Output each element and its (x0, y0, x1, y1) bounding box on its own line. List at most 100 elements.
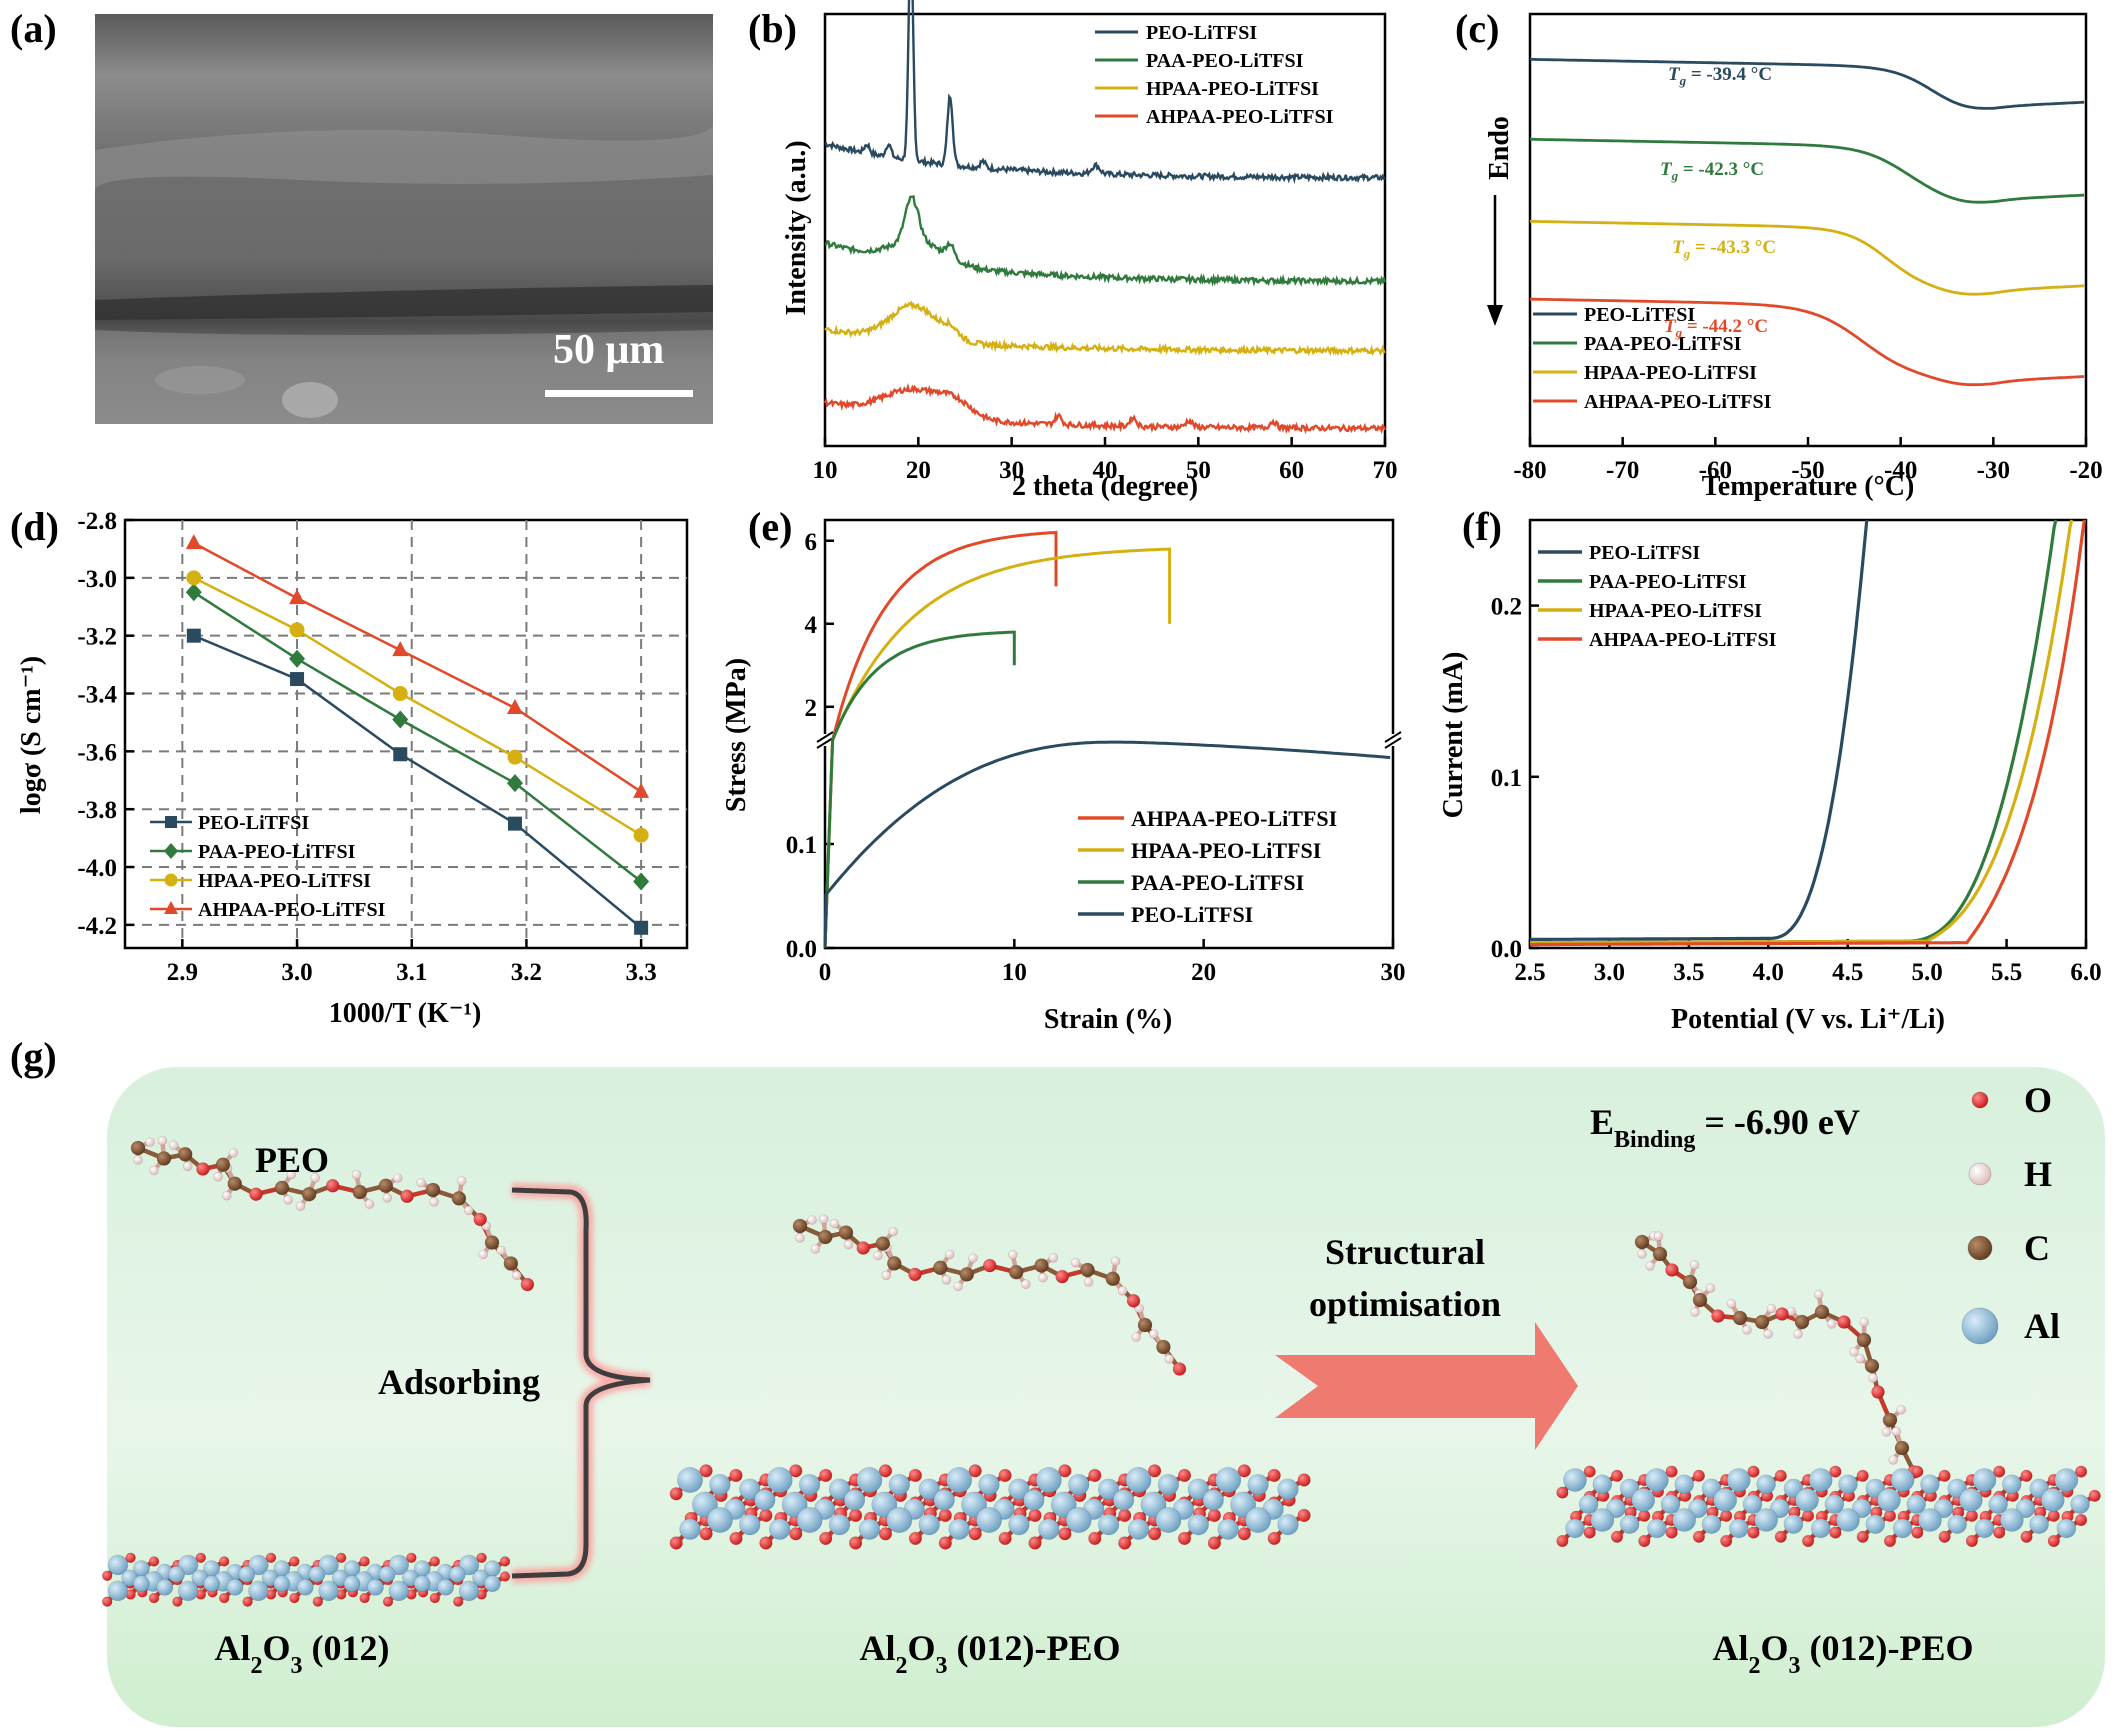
atom-o (1774, 1530, 1787, 1543)
atom-o (1837, 1315, 1851, 1329)
atom-al (1068, 1473, 1090, 1496)
atom-al (978, 1473, 1000, 1496)
panel-c-ticks: -80 -70 -60 -50 -40 -30 -20 (1513, 437, 2103, 484)
atom-al (1647, 1518, 1667, 1539)
y-tick-label: -2.8 (77, 508, 117, 535)
atom-c (959, 1267, 975, 1282)
atom-o (1556, 1534, 1569, 1548)
atom-o (848, 1536, 863, 1550)
atom-h (829, 1218, 840, 1229)
atom-o (1028, 1536, 1042, 1550)
atom-al (1215, 1467, 1242, 1493)
atom-h (1645, 1261, 1655, 1271)
legend-label: AHPAA-PEO-LiTFSI (1589, 629, 1777, 651)
atom-c (1754, 1314, 1770, 1330)
legend-label: PAA-PEO-LiTFSI (1146, 50, 1304, 72)
atom-c (1794, 1314, 1810, 1330)
atom-h (157, 1135, 168, 1146)
atom-o (819, 1468, 833, 1483)
atom-o (1088, 1468, 1102, 1483)
atom-o (878, 1527, 893, 1541)
atom-al (226, 1578, 244, 1596)
atom-h (818, 1214, 829, 1224)
legend-label: HPAA-PEO-LiTFSI (1146, 78, 1319, 100)
atom-legend-h-icon (1968, 1162, 1992, 1186)
atom-c (1682, 1274, 1698, 1290)
atom-al (1187, 1513, 1209, 1536)
atom-o (1610, 1469, 1624, 1482)
atom-al (1125, 1467, 1152, 1493)
legend-label: PEO-LiTFSI (198, 812, 309, 834)
y-tick-label: -3.4 (77, 682, 117, 709)
panel-b-series (823, 0, 1387, 435)
atom-al (858, 1518, 881, 1540)
panel-f-legend: PEO-LiTFSI PAA-PEO-LiTFSI HPAA-PEO-LiTFSI A… (1538, 542, 1777, 651)
legend-marker (164, 843, 178, 859)
panel-d-series (185, 534, 650, 935)
atom-o (499, 1556, 511, 1567)
atom-o (1911, 1465, 1924, 1478)
atom-o (699, 1527, 713, 1541)
atom-c (1156, 1339, 1171, 1355)
atom-al (1729, 1518, 1749, 1539)
atom-h (1164, 1354, 1175, 1364)
atom-o (729, 1531, 743, 1546)
atom-al (796, 1507, 823, 1533)
atom-al (388, 1580, 409, 1602)
atom-o (1088, 1531, 1102, 1546)
atom-o (968, 1464, 982, 1478)
sem-image: 50 μm (95, 14, 713, 424)
atom-o (1911, 1526, 1924, 1539)
x-tick-label: -70 (1606, 457, 1639, 484)
surface-label-1: Al2O3 (012) (215, 1628, 390, 1679)
legend-marker (164, 873, 178, 887)
atom-h (511, 1270, 522, 1281)
atom-h (295, 1201, 306, 1211)
atom-o (998, 1468, 1012, 1483)
atom-o (1802, 1534, 1815, 1548)
atom-legend-al-icon (1961, 1307, 1999, 1345)
atom-o (759, 1508, 773, 1523)
atom-al (1202, 1489, 1224, 1511)
panel-c-tg-labels: Tg = -39.4 °C Tg = -42.3 °C Tg = -43.3 °C T… (1660, 64, 1776, 340)
legend-label: HPAA-PEO-LiTFSI (198, 870, 371, 892)
atom-o (1692, 1530, 1705, 1543)
x-tick-label: 60 (1279, 457, 1304, 484)
panel-e: (e) 0 10 20 30 2 4 6 0.0 0.1 Strain (%) Stress (… (721, 504, 1406, 1035)
atom-o (325, 1179, 340, 1193)
tg-label: Tg = -39.4 °C (1668, 64, 1772, 88)
atom-h (795, 1233, 805, 1243)
atom-o (1058, 1464, 1072, 1478)
x-tick-label: 3.5 (1673, 959, 1704, 986)
atom-al (1065, 1507, 1092, 1533)
atom-o (172, 1596, 183, 1607)
xrd-line-hpaa-peo-litfsi (824, 300, 1386, 357)
atom-al (1277, 1513, 1299, 1536)
y-tick-label: 0.0 (786, 936, 817, 963)
atom-al (413, 1575, 431, 1593)
atom-h (1637, 1249, 1647, 1259)
atom-o (968, 1527, 982, 1541)
atom-o (1237, 1464, 1251, 1478)
y-tick-label: 6 (805, 529, 818, 556)
atom-h (429, 1197, 439, 1207)
panel-c-ylabel: Endo (1484, 116, 1515, 180)
atom-al (1645, 1468, 1669, 1492)
atom-al (1836, 1508, 1860, 1532)
atom-h (1793, 1329, 1803, 1339)
atom-o (1747, 1526, 1760, 1539)
atom-al (1277, 1478, 1299, 1500)
atom-c (1864, 1358, 1880, 1374)
panel-e-frame (823, 518, 1395, 950)
structural-optimisation-arrow (1275, 1322, 1578, 1450)
xrd-line-paa-peo-litfsi (824, 194, 1387, 287)
atom-c (1882, 1412, 1898, 1428)
atom-o (473, 1212, 488, 1227)
atom-o (1638, 1534, 1651, 1548)
dsc-line-hpaa-peo-litfsi (1530, 220, 2085, 296)
atom-al (1097, 1513, 1120, 1536)
atom-h (1742, 1325, 1752, 1335)
atom-h (1070, 1257, 1081, 1268)
atom-o (669, 1536, 683, 1550)
atom-al (1865, 1514, 1886, 1534)
